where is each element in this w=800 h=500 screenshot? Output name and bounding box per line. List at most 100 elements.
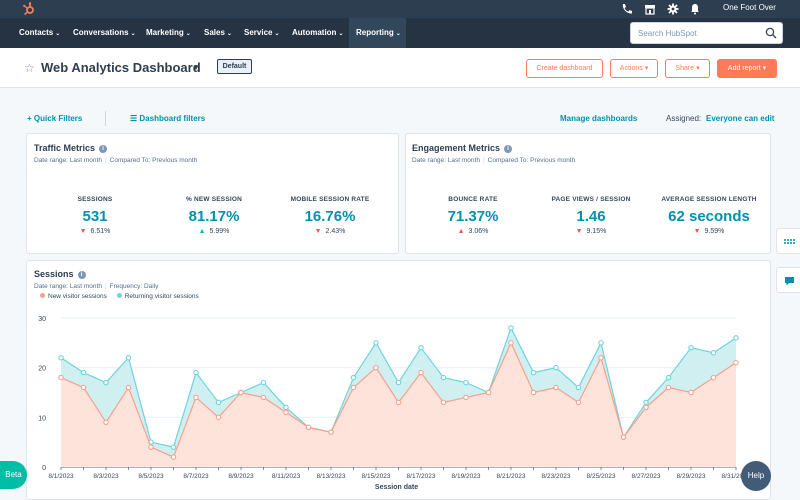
divider bbox=[105, 111, 106, 126]
metric-mobile-session-rate[interactable]: MOBILE SESSION RATE 16.76% ▼ 2.43% bbox=[270, 196, 390, 235]
data-point-returning bbox=[688, 345, 694, 351]
down-arrow-icon: ▼ bbox=[314, 228, 322, 235]
data-point-new bbox=[373, 364, 379, 371]
sprocket-logo-icon[interactable] bbox=[22, 2, 36, 16]
nav-service[interactable]: Service ⌄ bbox=[244, 28, 280, 37]
notification-bell-icon[interactable] bbox=[689, 3, 701, 15]
traffic-date-range: Date range: Last month bbox=[34, 157, 102, 164]
data-point-new bbox=[305, 424, 312, 431]
sessions-title-text: Sessions bbox=[34, 269, 74, 279]
data-point-new bbox=[260, 394, 267, 401]
info-icon[interactable]: i bbox=[504, 145, 513, 153]
metric-label: BOUNCE RATE bbox=[448, 196, 498, 203]
dashboard-filters-button[interactable]: ☰ Dashboard filters bbox=[130, 114, 205, 123]
x-tick-label: 8/5/2023 bbox=[138, 473, 164, 480]
add-report-button[interactable]: Add report ▾ bbox=[717, 59, 777, 78]
metric-value: 62 seconds bbox=[668, 208, 750, 225]
manage-dashboards-link[interactable]: Manage dashboards bbox=[560, 114, 638, 123]
data-point-returning bbox=[170, 444, 177, 450]
nav-contacts[interactable]: Contacts ⌄ bbox=[19, 28, 60, 37]
metric-new-session[interactable]: % NEW SESSION 81.17% ▲ 5.99% bbox=[154, 196, 274, 235]
chevron-down-icon: ⌄ bbox=[130, 31, 136, 37]
x-tick-label: 8/9/2023 bbox=[228, 473, 254, 480]
nav-automation[interactable]: Automation ⌄ bbox=[292, 28, 343, 37]
side-panel-tab-chat[interactable] bbox=[776, 267, 800, 293]
data-point-new bbox=[125, 384, 132, 391]
x-tick-label: 8/25/2023 bbox=[587, 473, 616, 480]
engagement-meta: Date range: Last month | Compared To: Prev… bbox=[412, 157, 575, 164]
phone-icon[interactable] bbox=[621, 3, 633, 15]
info-icon[interactable]: i bbox=[77, 271, 86, 279]
metric-bounce-rate[interactable]: BOUNCE RATE 71.37% ▲ 3.06% bbox=[413, 196, 533, 235]
chevron-down-icon: ⌄ bbox=[395, 31, 401, 37]
help-button[interactable]: Help bbox=[741, 461, 771, 491]
metric-page-views-per-session[interactable]: PAGE VIEWS / SESSION 1.46 ▼ 9.15% bbox=[531, 196, 651, 235]
nav-marketing[interactable]: Marketing ⌄ bbox=[146, 28, 191, 37]
metric-label: SESSIONS bbox=[77, 196, 113, 203]
nav-reporting[interactable]: Reporting ⌄ bbox=[356, 28, 401, 37]
data-point-returning bbox=[440, 374, 447, 381]
x-tick-label: 8/3/2023 bbox=[93, 473, 119, 480]
data-point-returning bbox=[283, 404, 289, 411]
nav-service-label: Service bbox=[244, 28, 273, 37]
share-button[interactable]: Share ▾ bbox=[665, 59, 710, 78]
metric-average-session-length[interactable]: AVERAGE SESSION LENGTH 62 seconds ▼ 9.59% bbox=[649, 196, 769, 235]
x-tick-label: 8/13/2023 bbox=[317, 473, 346, 480]
beta-button[interactable]: Beta bbox=[0, 461, 27, 489]
actions-button[interactable]: Actions ▾ bbox=[610, 59, 658, 78]
marketplace-icon[interactable] bbox=[644, 3, 656, 15]
data-point-returning bbox=[710, 350, 717, 356]
data-point-new bbox=[238, 389, 244, 396]
search-input[interactable]: Search HubSpot bbox=[630, 22, 783, 44]
metric-sessions[interactable]: SESSIONS 531 ▼ 6.51% bbox=[35, 196, 155, 235]
legend-label-returning[interactable]: Returning visitor sessions bbox=[124, 293, 199, 300]
chat-bubble-icon bbox=[785, 277, 794, 286]
metric-label: AVERAGE SESSION LENGTH bbox=[661, 196, 757, 203]
account-menu[interactable]: One Foot Over bbox=[723, 3, 776, 12]
quick-filters-button[interactable]: + Quick Filters bbox=[27, 114, 82, 123]
metric-change-value: 6.51% bbox=[90, 228, 111, 235]
traffic-title-text: Traffic Metrics bbox=[34, 143, 96, 153]
dashboard-switcher-caret-icon[interactable]: ▼ bbox=[192, 63, 200, 72]
data-point-new bbox=[395, 399, 402, 406]
chevron-down-icon: ⌄ bbox=[226, 31, 232, 37]
data-point-returning bbox=[80, 369, 87, 376]
nav-sales[interactable]: Sales ⌄ bbox=[204, 28, 232, 37]
engagement-compared: Compared To: Previous month bbox=[487, 157, 576, 164]
info-icon[interactable]: i bbox=[99, 145, 108, 153]
nav-active-highlight bbox=[349, 18, 406, 48]
x-tick-label: 8/19/2023 bbox=[452, 473, 481, 480]
engagement-title-text: Engagement Metrics bbox=[412, 143, 501, 153]
side-panel-tab-grid[interactable] bbox=[776, 228, 800, 254]
assigned-value-link[interactable]: Everyone can edit bbox=[706, 114, 775, 123]
nav-conversations[interactable]: Conversations ⌄ bbox=[73, 28, 136, 37]
x-tick-label: 8/11/2023 bbox=[272, 473, 301, 480]
traffic-metrics-card: Traffic Metrics i Date range: Last month |… bbox=[26, 133, 399, 254]
data-point-new bbox=[643, 404, 649, 411]
data-point-new bbox=[350, 384, 357, 391]
dashboard-filters-label: Dashboard filters bbox=[139, 114, 206, 123]
metric-change: ▲ 5.99% bbox=[154, 228, 274, 235]
dashboard-title[interactable]: Web Analytics Dashboard bbox=[41, 60, 201, 75]
separator: | bbox=[104, 157, 107, 164]
caret-down-icon: ▾ bbox=[644, 65, 649, 72]
sessions-frequency: Frequency: Daily bbox=[109, 283, 159, 290]
engagement-metrics-card: Engagement Metrics i Date range: Last mon… bbox=[405, 133, 771, 254]
legend-label-new[interactable]: New visitor sessions bbox=[48, 293, 107, 300]
up-arrow-icon: ▲ bbox=[457, 228, 465, 235]
engagement-card-title: Engagement Metrics i bbox=[412, 143, 513, 153]
quick-filters-label: Quick Filters bbox=[33, 114, 83, 123]
metric-label: PAGE VIEWS / SESSION bbox=[551, 196, 631, 203]
chevron-down-icon: ⌄ bbox=[185, 31, 191, 37]
settings-gear-icon[interactable] bbox=[667, 3, 679, 15]
search-icon[interactable] bbox=[765, 27, 777, 39]
data-point-new bbox=[710, 374, 717, 381]
sessions-meta: Date range: Last month | Frequency: Daily bbox=[34, 283, 158, 290]
x-tick-label: 8/1/2023 bbox=[48, 473, 74, 480]
create-dashboard-button[interactable]: Create dashboard bbox=[526, 59, 603, 78]
chart-legend: New visitor sessions Returning visitor s… bbox=[40, 293, 199, 300]
favorite-star-icon[interactable]: ☆ bbox=[24, 61, 35, 75]
data-point-new bbox=[598, 354, 604, 361]
caret-down-icon: ▾ bbox=[762, 65, 767, 72]
